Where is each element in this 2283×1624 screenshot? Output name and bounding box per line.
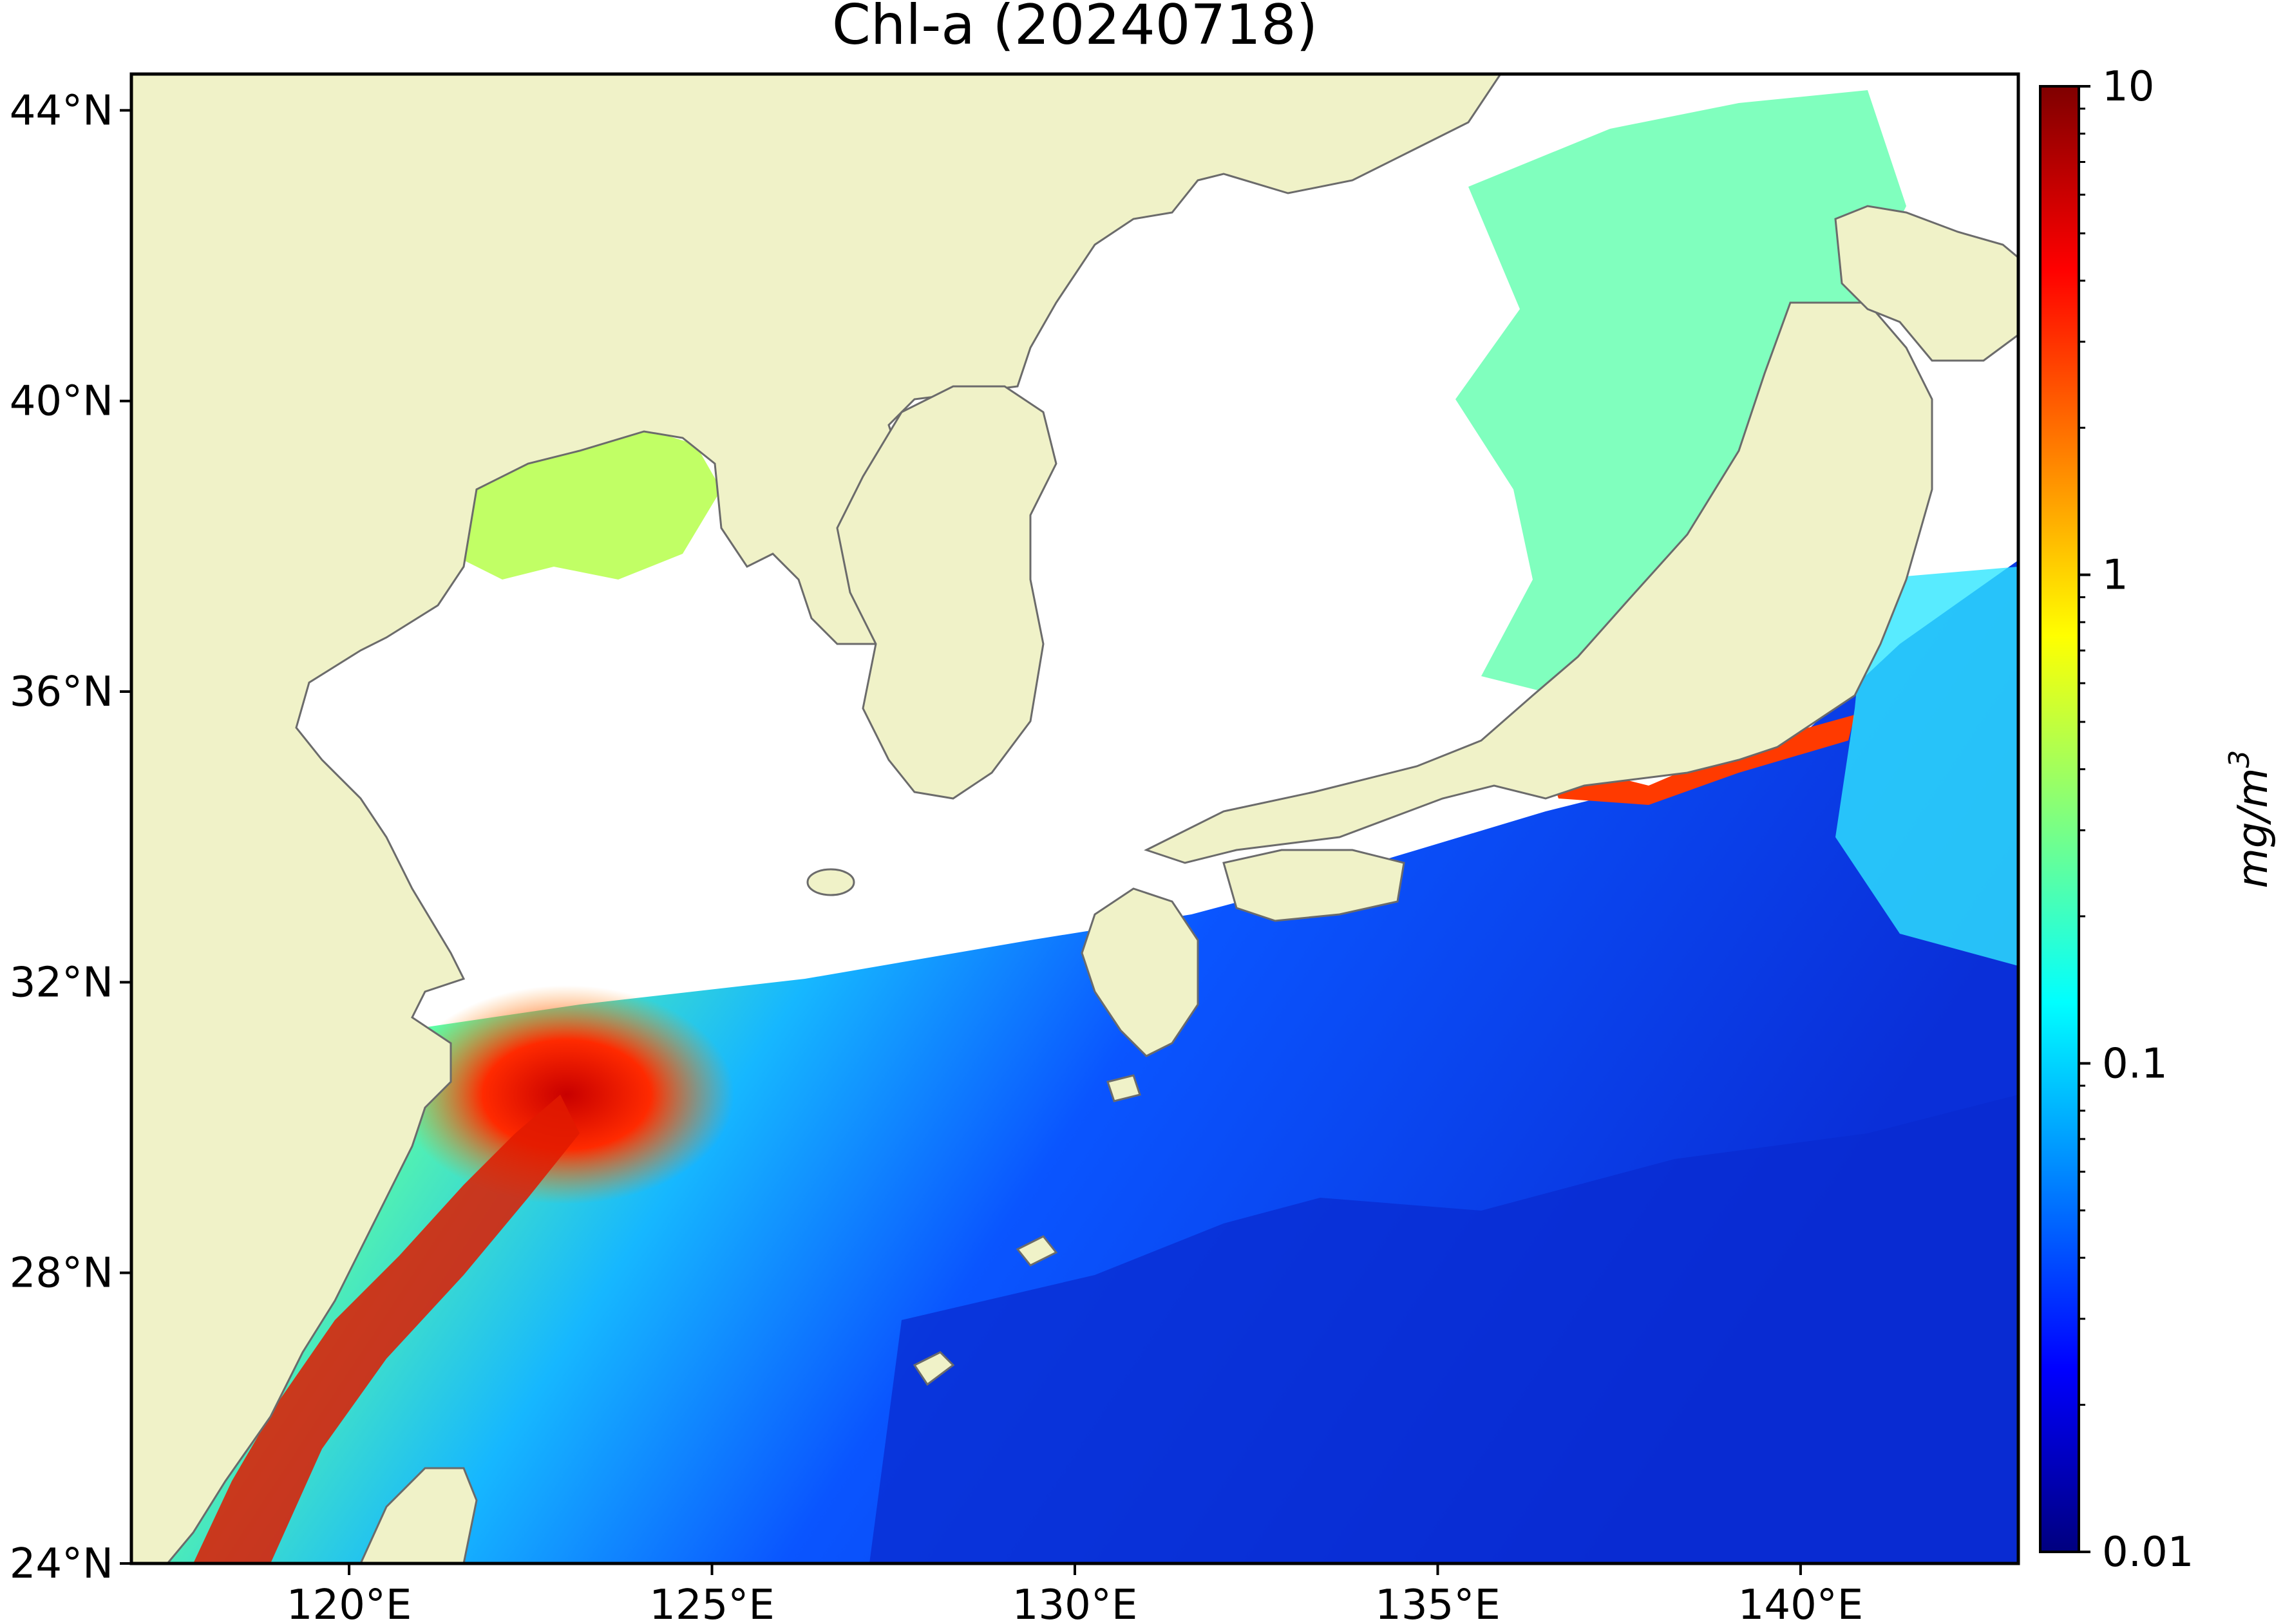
map-plot-area	[131, 74, 2018, 1563]
lat-tick-label: 40°N	[10, 378, 113, 426]
taiwan	[359, 1467, 478, 1563]
lon-tick-label: 140°E	[1738, 1582, 1864, 1624]
lat-tick-label: 32°N	[10, 959, 113, 1006]
land	[131, 74, 2018, 1563]
lon-tick-label: 120°E	[287, 1582, 412, 1624]
shikoku	[1222, 849, 1405, 922]
korean-peninsula	[836, 385, 1057, 800]
unit-text: mg/m	[2230, 768, 2277, 889]
lon-tick-label: 125°E	[649, 1582, 775, 1624]
hokkaido	[1834, 205, 2018, 362]
yakushima	[1106, 1074, 1141, 1102]
colorbar-tick-label: 0.01	[2102, 1529, 2194, 1576]
colorbar-tick-label: 0.1	[2102, 1040, 2168, 1088]
unit-exponent: 3	[2223, 750, 2256, 768]
lat-tick-label: 28°N	[10, 1250, 113, 1298]
yangtze-plume	[399, 985, 734, 1204]
lat-tick-label: 44°N	[10, 87, 113, 135]
lat-tick-label: 24°N	[10, 1540, 113, 1588]
low-chlorophyll-region	[869, 1095, 2018, 1563]
colorbar	[2039, 85, 2080, 1553]
latitude-axis: 44°N 40°N 36°N 32°N 28°N 24°N	[10, 87, 131, 1588]
lon-tick-label: 135°E	[1375, 1582, 1501, 1624]
honshu	[1144, 301, 1933, 864]
japan-sea-patches	[1455, 90, 1906, 695]
lon-tick-label: 130°E	[1012, 1582, 1138, 1624]
jeju-island	[806, 868, 855, 896]
colorbar-ticks: 10 1 0.1 0.01	[2079, 63, 2194, 1576]
longitude-axis: 120°E 125°E 130°E 135°E 140°E	[287, 1563, 1863, 1624]
okinawa	[913, 1351, 955, 1386]
pacific-east-patch	[1835, 567, 2018, 966]
lat-tick-label: 36°N	[10, 668, 113, 716]
asian-mainland	[131, 74, 1502, 1563]
map-title: Chl-a (20240718)	[832, 0, 1318, 57]
colorbar-unit-label: mg/m3	[2223, 750, 2277, 889]
kyushu	[1081, 887, 1199, 1057]
colorbar-tick-label: 1	[2102, 552, 2128, 600]
colorbar-tick-label: 10	[2102, 63, 2154, 111]
china-coastal-high-chl	[193, 1095, 580, 1563]
amami	[1016, 1235, 1058, 1267]
